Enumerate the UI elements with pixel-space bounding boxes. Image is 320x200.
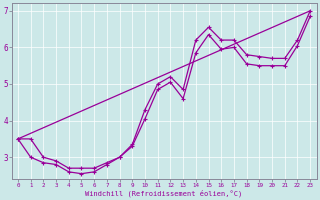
X-axis label: Windchill (Refroidissement éolien,°C): Windchill (Refroidissement éolien,°C) xyxy=(85,189,243,197)
